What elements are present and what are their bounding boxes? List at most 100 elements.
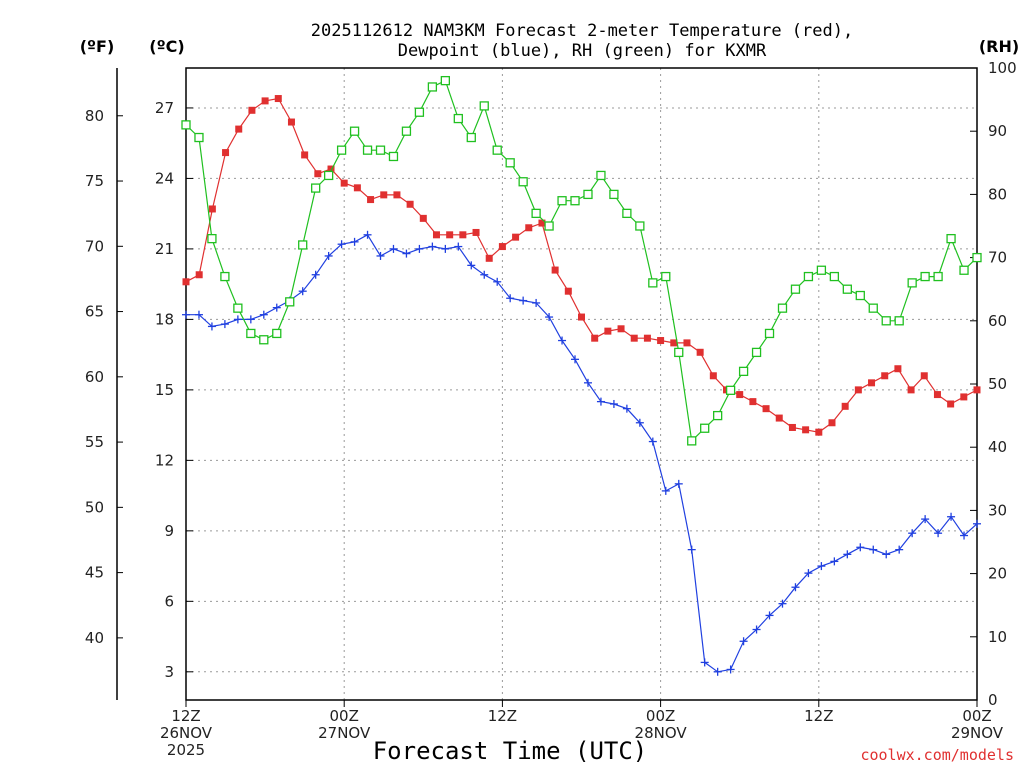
temperature-point <box>736 391 744 399</box>
rh-point <box>868 303 878 313</box>
dewpoint-point <box>830 557 839 566</box>
rh-tick-label: 10 <box>988 628 1007 646</box>
rh-point <box>323 170 334 181</box>
x-tick-label: 28NOV <box>635 724 688 742</box>
temperature-line <box>185 97 978 433</box>
dewpoint-point <box>428 242 437 251</box>
dewpoint-point <box>596 397 605 406</box>
dewpoint-point <box>272 303 281 312</box>
temperature-point <box>828 419 836 427</box>
temperature-point <box>195 271 203 279</box>
temperature-point <box>301 151 309 159</box>
dewpoint-point <box>869 545 878 554</box>
rh-point <box>674 347 684 358</box>
x-tick-label: 2025 <box>167 741 205 759</box>
celsius-tick-label: 12 <box>155 451 174 469</box>
dewpoint-point <box>609 399 618 408</box>
temperature-point <box>380 191 388 199</box>
temperature-point <box>696 348 704 356</box>
temperature-point <box>512 233 520 241</box>
temperature-point <box>683 339 691 347</box>
temperature-point <box>261 97 269 105</box>
temperature-point <box>222 149 230 157</box>
rh-point <box>907 278 917 288</box>
dewpoint-point <box>895 545 904 554</box>
rh-point <box>959 265 969 275</box>
celsius-tick-label: 3 <box>164 663 174 681</box>
series-temperature <box>182 95 981 436</box>
grid-lines <box>186 68 977 700</box>
temperature-point <box>551 266 559 274</box>
rh-point <box>622 208 632 219</box>
rh-point <box>207 233 217 244</box>
dewpoint-point <box>973 519 981 528</box>
dewpoint-point <box>661 486 670 495</box>
dewpoint-point <box>908 529 917 538</box>
temperature-point <box>815 428 823 436</box>
rh-tick-label: 0 <box>988 691 998 709</box>
rh-point <box>803 271 814 282</box>
dewpoint-point <box>389 244 398 253</box>
rh-point <box>336 145 347 155</box>
dewpoint-point <box>558 336 567 345</box>
rh-point <box>842 284 852 294</box>
temperature-point <box>894 365 902 373</box>
dewpoint-point <box>571 355 580 364</box>
rh-point <box>453 113 463 124</box>
celsius-tick-label: 21 <box>155 240 174 258</box>
x-axis-label: Forecast Time (UTC) <box>373 737 648 765</box>
fahrenheit-tick-label: 45 <box>85 564 104 582</box>
dewpoint-point <box>687 545 696 554</box>
dewpoint-point <box>441 244 450 253</box>
temperature-point <box>419 214 427 222</box>
temperature-point <box>472 228 480 236</box>
temperature-point <box>617 325 625 333</box>
dewpoint-point <box>648 437 657 446</box>
rh-tick-label: 20 <box>988 565 1007 583</box>
dewpoint-point <box>207 322 216 331</box>
rh-point <box>505 158 515 168</box>
rh-point <box>725 385 736 395</box>
x-tick-label: 00Z <box>330 707 359 725</box>
rh-point <box>401 126 412 136</box>
fahrenheit-tick-label: 65 <box>85 303 104 321</box>
rh-point <box>557 196 567 206</box>
fahrenheit-axis-unit: (ºF) <box>80 37 115 56</box>
rh-point <box>946 233 956 244</box>
temperature-point <box>578 313 585 321</box>
dewpoint-point <box>480 270 489 279</box>
temperature-point <box>314 170 322 178</box>
temperature-point <box>459 231 467 239</box>
temperature-point <box>947 400 955 408</box>
dewpoint-point <box>194 310 203 319</box>
temperature-point <box>235 125 243 133</box>
temperature-point <box>406 200 414 208</box>
rh-tick-label: 40 <box>988 438 1007 456</box>
dewpoint-point <box>298 287 307 296</box>
chart-title: 2025112612 NAM3KM Forecast 2-meter Tempe… <box>311 21 853 41</box>
x-tick-label: 12Z <box>488 707 517 725</box>
rh-point <box>894 316 904 326</box>
rh-point <box>531 208 541 219</box>
fahrenheit-tick-label: 50 <box>85 498 104 516</box>
temperature-point <box>564 287 572 295</box>
dewpoint-point <box>674 479 683 488</box>
rh-point <box>181 120 191 130</box>
rh-axis-unit: (RH) <box>979 37 1019 56</box>
dewpoint-point <box>233 315 242 324</box>
temperature-point <box>868 379 876 387</box>
rh-tick-label: 30 <box>988 501 1007 519</box>
dewpoint-point <box>402 249 411 258</box>
temperature-point <box>485 254 493 262</box>
temperature-point <box>287 118 295 126</box>
dewpoint-point <box>493 277 502 286</box>
rh-point <box>194 132 204 143</box>
rh-point <box>414 107 425 117</box>
dewpoint-line <box>186 233 978 673</box>
axis-ticks: 3 6 9 12 15 18 21 24 27 40 45 50 55 60 65 70 75 80 0 10 20 30… <box>85 59 1017 759</box>
rh-point <box>583 189 593 200</box>
temperature-point <box>709 372 717 380</box>
dewpoint-point <box>467 261 476 270</box>
dewpoint-point <box>713 667 722 676</box>
